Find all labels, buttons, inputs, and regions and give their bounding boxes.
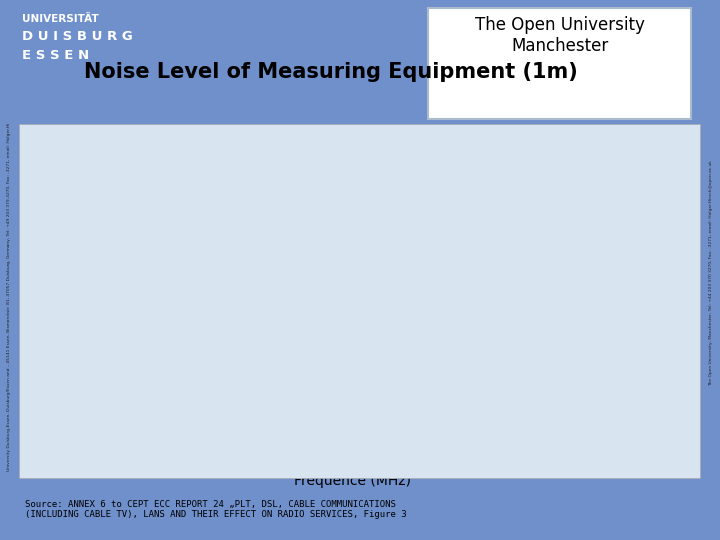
Text: Norway proposal: Norway proposal (461, 364, 543, 375)
Title: Limites à 1m: Limites à 1m (308, 133, 397, 147)
Text: D U I S B U R G: D U I S B U R G (22, 30, 132, 43)
Text: The Open University, Manchester, Tel: +44 203 370 3270, Fax: -3271, email: Holge: The Open University, Manchester, Tel: +4… (709, 160, 713, 386)
Text: NB30: NB30 (461, 328, 487, 338)
Text: E S S E N: E S S E N (22, 49, 89, 62)
Text: MPT1570: MPT1570 (123, 254, 168, 264)
Text: BBC proposal: BBC proposal (461, 401, 526, 411)
Text: CSE Classe B: CSE Classe B (461, 272, 525, 282)
Text: The Open University
Manchester: The Open University Manchester (475, 16, 645, 55)
Y-axis label: Qs: Qs (24, 289, 38, 307)
Text: Noise Level of Measuring Equipment (1m): Noise Level of Measuring Equipment (1m) (84, 62, 578, 82)
Text: UNIVERSITÄT: UNIVERSITÄT (22, 14, 99, 24)
X-axis label: Fréquence (MHz): Fréquence (MHz) (294, 474, 411, 488)
Text: Source: ANNEX 6 to CEPT ECC REPORT 24 „PLT, DSL, CABLE COMMUNICATIONS
(INCLUDING: Source: ANNEX 6 to CEPT ECC REPORT 24 „P… (25, 500, 407, 519)
Text: University Duisburg-Essen, Duisburg/Essen and – 45141 Essen, Bismarckstr. 81, 47: University Duisburg-Essen, Duisburg/Esse… (7, 75, 11, 471)
